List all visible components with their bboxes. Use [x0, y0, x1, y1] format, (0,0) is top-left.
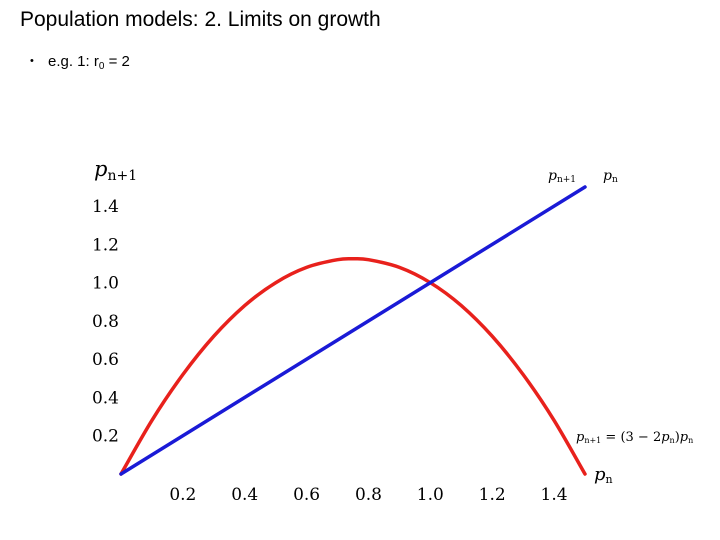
x-tick-label: 0.8 — [355, 485, 382, 505]
bullet-value: = 2 — [104, 53, 130, 70]
x-axis-label: pn — [594, 464, 613, 486]
slide-title: Population models: 2. Limits on growth — [20, 8, 381, 31]
x-tick-label: 1.2 — [479, 485, 506, 505]
y-tick-label: 1.4 — [92, 197, 119, 217]
y-tick-label: 0.8 — [92, 312, 119, 332]
formula-annotation: pn+1 = (3 − 2pn)pn — [576, 430, 693, 445]
y-tick-label: 1.0 — [92, 274, 119, 294]
x-tick-label: 0.4 — [231, 485, 258, 505]
y-tick-label: 0.2 — [92, 427, 119, 447]
series-layer — [119, 185, 587, 476]
y-tick-label: 1.2 — [92, 235, 119, 255]
bullet-text: e.g. 1: r — [48, 53, 99, 70]
y-axis-label: pn+1 — [94, 157, 137, 184]
x-tick-label: 0.6 — [293, 485, 320, 505]
series-line-blue — [119, 185, 587, 476]
y-tick-labels: 0.2 0.4 0.6 0.8 1.0 1.2 1.4 — [92, 197, 119, 447]
x-tick-label: 1.4 — [541, 485, 568, 505]
bullet-dot: • — [30, 55, 34, 67]
series-line-red — [119, 256, 587, 476]
annotation-top-left: pn+1 — [548, 168, 576, 185]
y-tick-label: 0.4 — [92, 388, 119, 408]
x-tick-label: 0.2 — [169, 485, 196, 505]
x-tick-label: 1.0 — [417, 485, 444, 505]
bullet-subscript: 0 — [98, 61, 105, 72]
annotation-top-right: pn — [603, 168, 618, 185]
bullet-item: • e.g. 1: r0 = 2 — [30, 53, 130, 72]
y-tick-label: 0.6 — [92, 350, 119, 370]
x-tick-labels: 0.2 0.4 0.6 0.8 1.0 1.2 1.4 — [169, 485, 567, 505]
